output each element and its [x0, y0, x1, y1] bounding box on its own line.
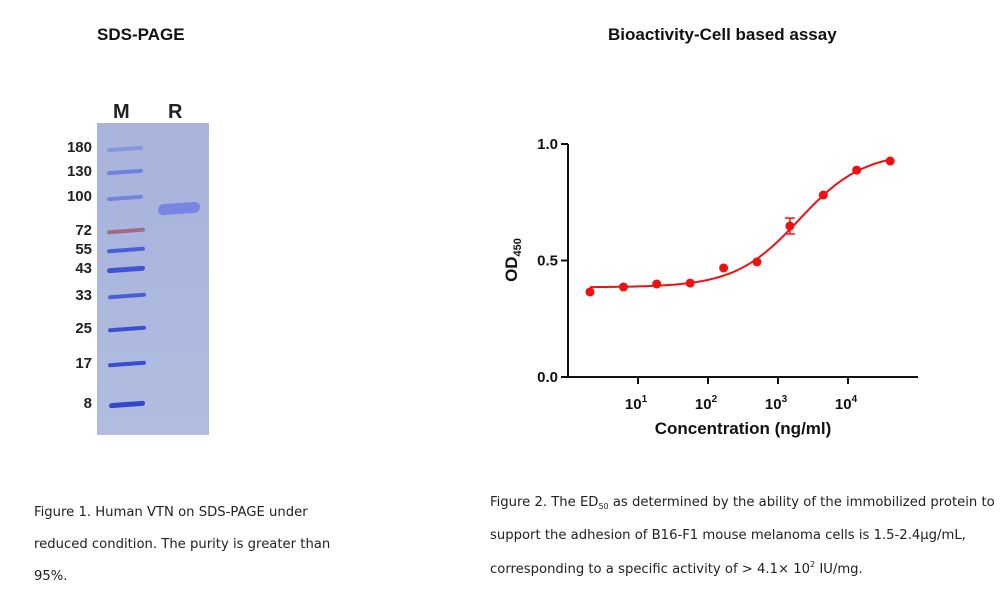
fit-curve [590, 158, 891, 289]
x-tick-label: 104 [835, 394, 858, 413]
x-tick-label: 102 [695, 394, 718, 413]
x-tick-base: 10 [695, 396, 712, 413]
x-tick-label: 103 [765, 394, 788, 413]
x-tick-exponent: 3 [782, 394, 788, 405]
y-axis-label-main: OD [502, 256, 521, 282]
data-point [719, 263, 729, 273]
mw-label-33: 33 [75, 287, 92, 304]
y-tick-label: 1.0 [537, 136, 558, 153]
mw-label-180: 180 [66, 139, 92, 156]
x-tick-exponent: 4 [852, 394, 858, 405]
x-tick-base: 10 [625, 396, 642, 413]
figure1-caption: Figure 1. Human VTN on SDS-PAGE under re… [34, 505, 331, 584]
lane-label-marker: M [113, 101, 130, 123]
data-point [752, 257, 762, 267]
gel-image [97, 123, 209, 435]
x-tick-base: 10 [835, 396, 852, 413]
data-point [585, 287, 595, 297]
data-point [618, 282, 628, 292]
sds-page-title: SDS-PAGE [97, 25, 185, 44]
mw-label-25: 25 [75, 320, 92, 337]
bioactivity-title: Bioactivity-Cell based assay [608, 25, 837, 44]
data-point [785, 221, 795, 231]
data-points [585, 156, 895, 297]
x-tick-base: 10 [765, 396, 782, 413]
data-point [818, 190, 828, 200]
mw-label-17: 17 [75, 355, 92, 372]
mw-label-55: 55 [75, 241, 92, 258]
x-axis-label: Concentration (ng/ml) [655, 419, 832, 438]
mw-label-43: 43 [75, 260, 92, 277]
y-axis-label: OD450 [502, 238, 524, 282]
mw-label-100: 100 [66, 188, 92, 205]
mw-label-130: 130 [66, 163, 92, 180]
caption-ed-subscript: 50 [598, 502, 609, 511]
sds-page-gel-figure: M R 180 130 100 72 55 43 33 25 17 8 [0, 0, 260, 460]
data-point [652, 279, 662, 289]
mw-label-8: 8 [83, 395, 92, 412]
data-point [885, 156, 895, 166]
data-point [685, 278, 695, 288]
data-point [852, 165, 862, 175]
caption-exponent: 2 [810, 560, 816, 569]
lane-label-reduced: R [168, 101, 183, 123]
caption-part3: IU/mg. [815, 562, 863, 577]
caption-part2: as determined by the ability of the immo… [490, 495, 995, 577]
y-tick-label: 0.5 [537, 253, 558, 270]
mw-label-72: 72 [75, 222, 92, 239]
x-tick-label: 101 [625, 394, 648, 413]
y-tick-label: 0.0 [537, 369, 558, 386]
x-tick-exponent: 1 [642, 394, 648, 405]
figure2-caption: Figure 2. The ED50 as determined by the … [490, 488, 1000, 584]
caption-part1: Figure 2. The ED [490, 495, 599, 510]
x-tick-exponent: 2 [712, 394, 718, 405]
y-axis-label-sub: 450 [512, 238, 524, 256]
